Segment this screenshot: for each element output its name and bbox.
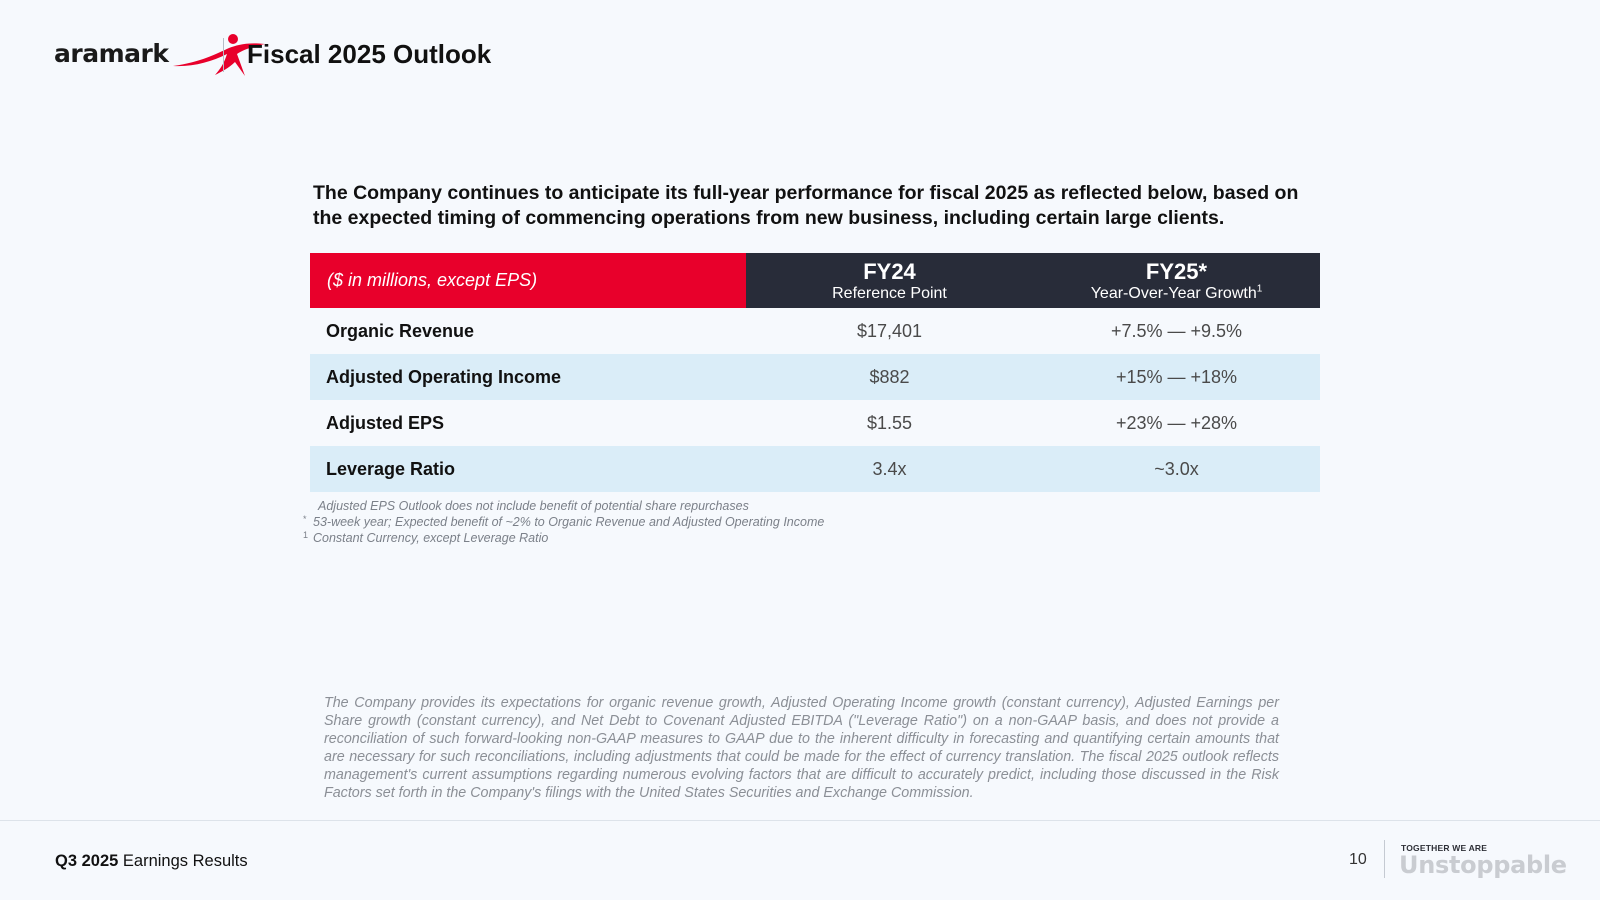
report-period: Q3 2025 [55, 852, 119, 870]
table-row: Adjusted Operating Income $882 +15% — +1… [310, 354, 1320, 400]
logo-wordmark: aramark [54, 38, 169, 68]
fy25-growth: ~3.0x [1033, 446, 1320, 492]
fy24-value: 3.4x [746, 446, 1033, 492]
footnote-text: 53-week year; Expected benefit of ~2% to… [313, 515, 825, 529]
footer-divider-line [0, 820, 1600, 821]
footnote-text: Adjusted EPS Outlook does not include be… [318, 499, 749, 513]
report-name: Earnings Results [118, 852, 248, 870]
footnote-marker: 1 [1256, 283, 1263, 295]
metric-label: Leverage Ratio [310, 446, 746, 492]
metric-label: Adjusted Operating Income [310, 354, 746, 400]
footnote: * 53-week year; Expected benefit of ~2% … [303, 514, 824, 530]
metric-label: Adjusted EPS [310, 400, 746, 446]
fy25-growth: +15% — +18% [1033, 354, 1320, 400]
footnote-mark: 1 [303, 530, 309, 540]
footnote: Adjusted EPS Outlook does not include be… [303, 498, 824, 514]
table-units-label: ($ in millions, except EPS) [310, 253, 746, 308]
fy24-value: $1.55 [746, 400, 1033, 446]
column-subtitle: Reference Point [832, 285, 947, 302]
fy24-value: $882 [746, 354, 1033, 400]
column-header-fy24: FY24 Reference Point [746, 253, 1033, 308]
fy24-value: $17,401 [746, 308, 1033, 354]
header-divider [223, 38, 224, 72]
page-number: 10 [1349, 851, 1367, 868]
star-person-icon [173, 34, 265, 76]
footer-report-label: Q3 2025 Earnings Results [55, 852, 248, 871]
footnote-text: Constant Currency, except Leverage Ratio [313, 531, 549, 545]
fy25-growth: +23% — +28% [1033, 400, 1320, 446]
metric-label: Organic Revenue [310, 308, 746, 354]
intro-text: The Company continues to anticipate its … [313, 182, 1299, 229]
tagline-small: TOGETHER WE ARE [1401, 843, 1488, 853]
footnote: 1 Constant Currency, except Leverage Rat… [303, 530, 824, 546]
aramark-logo: aramark [54, 32, 265, 78]
footer-divider [1384, 840, 1385, 878]
footnote-mark: * [303, 514, 307, 524]
outlook-table: ($ in millions, except EPS) FY24 Referen… [310, 253, 1320, 492]
column-subtitle: Year-Over-Year Growth [1090, 285, 1257, 302]
table-row: Adjusted EPS $1.55 +23% — +28% [310, 400, 1320, 446]
column-header-fy25: FY25* Year-Over-Year Growth1 [1033, 253, 1320, 308]
column-title: FY25* [1145, 259, 1208, 284]
page-title: Fiscal 2025 Outlook [247, 39, 492, 69]
fy25-growth: +7.5% — +9.5% [1033, 308, 1320, 354]
table-header-row: ($ in millions, except EPS) FY24 Referen… [310, 253, 1320, 308]
disclaimer-text: The Company provides its expectations fo… [324, 695, 1279, 801]
table-row: Leverage Ratio 3.4x ~3.0x [310, 446, 1320, 492]
column-title: FY24 [863, 259, 916, 284]
tagline-big: Unstoppable [1399, 851, 1567, 879]
footnotes: Adjusted EPS Outlook does not include be… [303, 498, 824, 546]
table-row: Organic Revenue $17,401 +7.5% — +9.5% [310, 308, 1320, 354]
